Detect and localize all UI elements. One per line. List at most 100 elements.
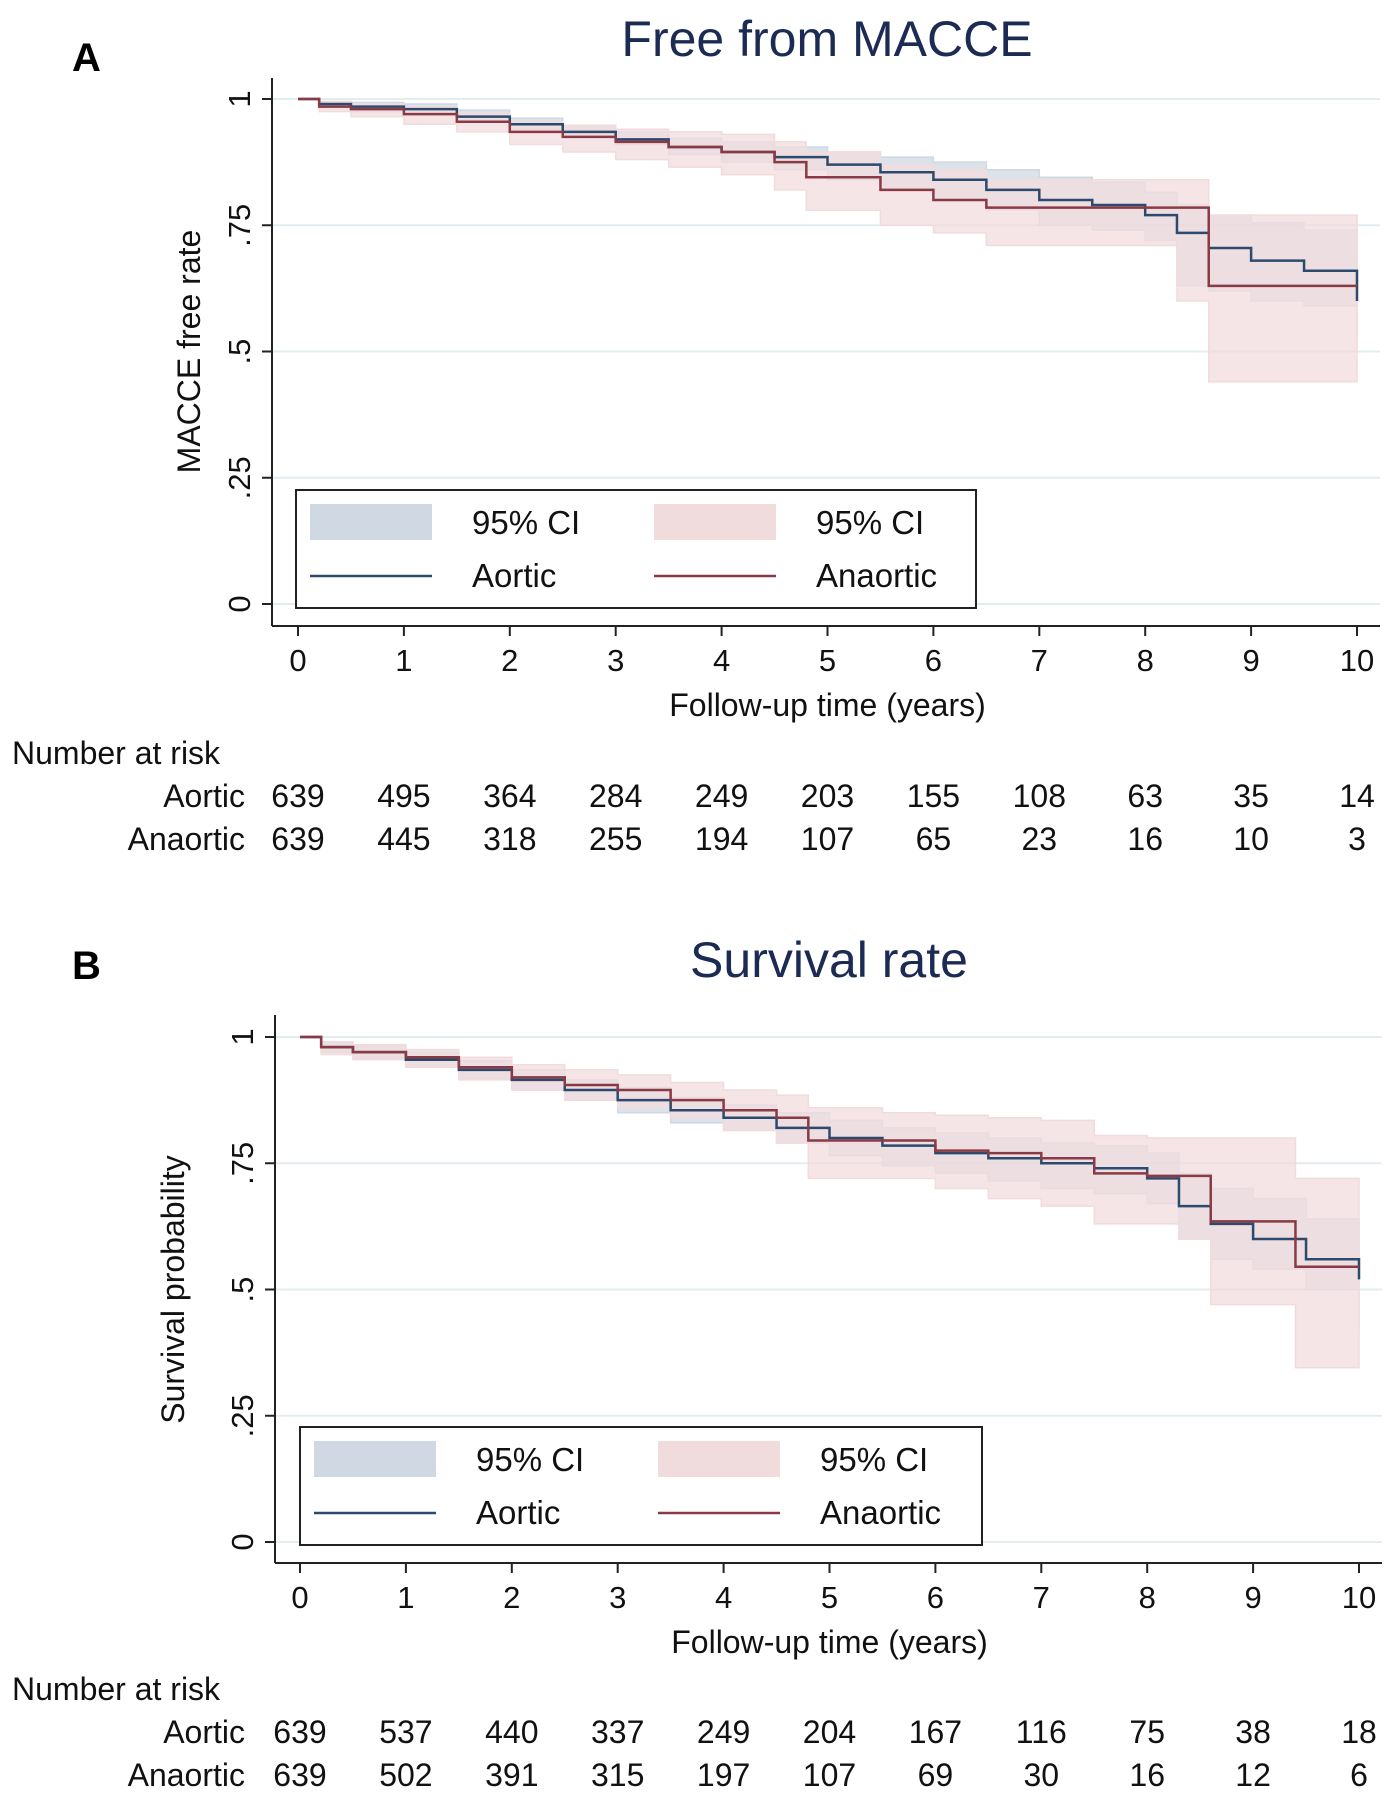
risk-value: 6 — [1350, 1757, 1368, 1793]
risk-table-header: Number at risk — [12, 735, 221, 771]
risk-value: 3 — [1348, 821, 1366, 857]
risk-row-label: Aortic — [163, 778, 245, 814]
risk-value: 203 — [801, 778, 854, 814]
risk-value: 639 — [273, 1714, 326, 1750]
x-tick-label: 7 — [1033, 1580, 1050, 1615]
risk-value: 537 — [379, 1714, 432, 1750]
panel-letter: A — [72, 36, 101, 80]
risk-value: 23 — [1022, 821, 1058, 857]
x-tick-label: 9 — [1244, 1580, 1261, 1615]
legend-ci-label: 95% CI — [816, 504, 924, 541]
x-tick-label: 10 — [1340, 643, 1374, 678]
risk-value: 65 — [916, 821, 952, 857]
x-tick-label: 6 — [925, 643, 942, 678]
risk-value: 445 — [377, 821, 430, 857]
x-tick-label: 8 — [1137, 643, 1154, 678]
y-axis-title: MACCE free rate — [171, 230, 207, 474]
risk-value: 10 — [1233, 821, 1269, 857]
x-tick-label: 0 — [289, 643, 306, 678]
x-tick-label: 7 — [1031, 643, 1048, 678]
legend-ci-label: 95% CI — [820, 1441, 928, 1478]
series-line-anaortic — [300, 1035, 1359, 1269]
series-line-anaortic — [298, 97, 1357, 288]
x-tick-label: 6 — [927, 1580, 944, 1615]
x-tick-label: 10 — [1342, 1580, 1376, 1615]
risk-value: 391 — [485, 1757, 538, 1793]
risk-value: 255 — [589, 821, 642, 857]
y-tick-label: .25 — [222, 456, 257, 499]
chart-title: Survival rate — [690, 932, 968, 988]
x-tick-label: 1 — [395, 643, 412, 678]
risk-value: 204 — [803, 1714, 856, 1750]
y-tick-label: .5 — [225, 1277, 260, 1303]
y-tick-label: 1 — [225, 1028, 260, 1045]
risk-value: 75 — [1129, 1714, 1165, 1750]
x-tick-label: 5 — [819, 643, 836, 678]
risk-table-header: Number at risk — [12, 1671, 221, 1707]
risk-value: 16 — [1129, 1757, 1165, 1793]
x-tick-label: 2 — [501, 643, 518, 678]
risk-value: 318 — [483, 821, 536, 857]
panel-a: A Free from MACCE 0.25.5.75 1 0 1 2 3 4 5 6 7 8 9 10 F… — [0, 0, 1400, 880]
panel-letter: B — [72, 944, 101, 988]
risk-value: 440 — [485, 1714, 538, 1750]
risk-value: 495 — [377, 778, 430, 814]
risk-value: 155 — [907, 778, 960, 814]
x-tick-label: 0 — [291, 1580, 308, 1615]
risk-row-label: Aortic — [163, 1714, 245, 1750]
risk-value: 18 — [1341, 1714, 1377, 1750]
legend-series-label: Aortic — [476, 1494, 560, 1531]
risk-value: 502 — [379, 1757, 432, 1793]
x-tick-label: 3 — [609, 1580, 626, 1615]
risk-row-label: Anaortic — [128, 1757, 245, 1793]
legend-ci-swatch — [314, 1441, 436, 1477]
risk-value: 35 — [1233, 778, 1269, 814]
y-tick-label: .5 — [222, 339, 257, 365]
x-tick-label: 1 — [397, 1580, 414, 1615]
y-axis-title: Survival probability — [155, 1155, 191, 1424]
legend-ci-swatch — [658, 1441, 780, 1477]
x-tick-label: 3 — [607, 643, 624, 678]
risk-value: 284 — [589, 778, 642, 814]
y-tick-label: 0 — [222, 595, 257, 612]
x-tick-label: 4 — [715, 1580, 732, 1615]
risk-value: 167 — [909, 1714, 962, 1750]
risk-value: 315 — [591, 1757, 644, 1793]
x-axis-title: Follow-up time (years) — [671, 1624, 988, 1660]
risk-value: 639 — [271, 778, 324, 814]
x-tick-label: 2 — [503, 1580, 520, 1615]
risk-value: 639 — [271, 821, 324, 857]
risk-value: 364 — [483, 778, 536, 814]
y-tick-label: 0 — [225, 1533, 260, 1550]
risk-value: 30 — [1024, 1757, 1060, 1793]
risk-value: 16 — [1127, 821, 1163, 857]
risk-row-label: Anaortic — [128, 821, 245, 857]
risk-value: 197 — [697, 1757, 750, 1793]
legend-ci-label: 95% CI — [472, 504, 580, 541]
x-tick-label: 5 — [821, 1580, 838, 1615]
x-tick-label: 9 — [1242, 643, 1259, 678]
x-tick-label: 8 — [1139, 1580, 1156, 1615]
y-tick-label: .75 — [222, 204, 257, 247]
risk-value: 249 — [697, 1714, 750, 1750]
risk-value: 116 — [1016, 1714, 1067, 1750]
legend-ci-label: 95% CI — [476, 1441, 584, 1478]
risk-value: 194 — [695, 821, 748, 857]
risk-value: 69 — [918, 1757, 954, 1793]
y-tick-label: .25 — [225, 1394, 260, 1437]
risk-value: 249 — [695, 778, 748, 814]
y-tick-label: .75 — [225, 1142, 260, 1185]
chart-title: Free from MACCE — [621, 11, 1032, 67]
panel-b: B Survival rate 0.25.5.75 1 0 1 2 3 4 5 6 7 8 9 10 Fol… — [0, 932, 1400, 1795]
legend-series-label: Aortic — [472, 557, 556, 594]
legend-series-label: Anaortic — [816, 557, 937, 594]
ci-band-anaortic — [298, 98, 1358, 383]
risk-value: 12 — [1235, 1757, 1271, 1793]
risk-value: 337 — [591, 1714, 644, 1750]
risk-value: 107 — [803, 1757, 856, 1793]
risk-value: 38 — [1235, 1714, 1271, 1750]
series-line-aortic — [298, 97, 1359, 301]
ci-band-anaortic — [300, 1036, 1360, 1369]
